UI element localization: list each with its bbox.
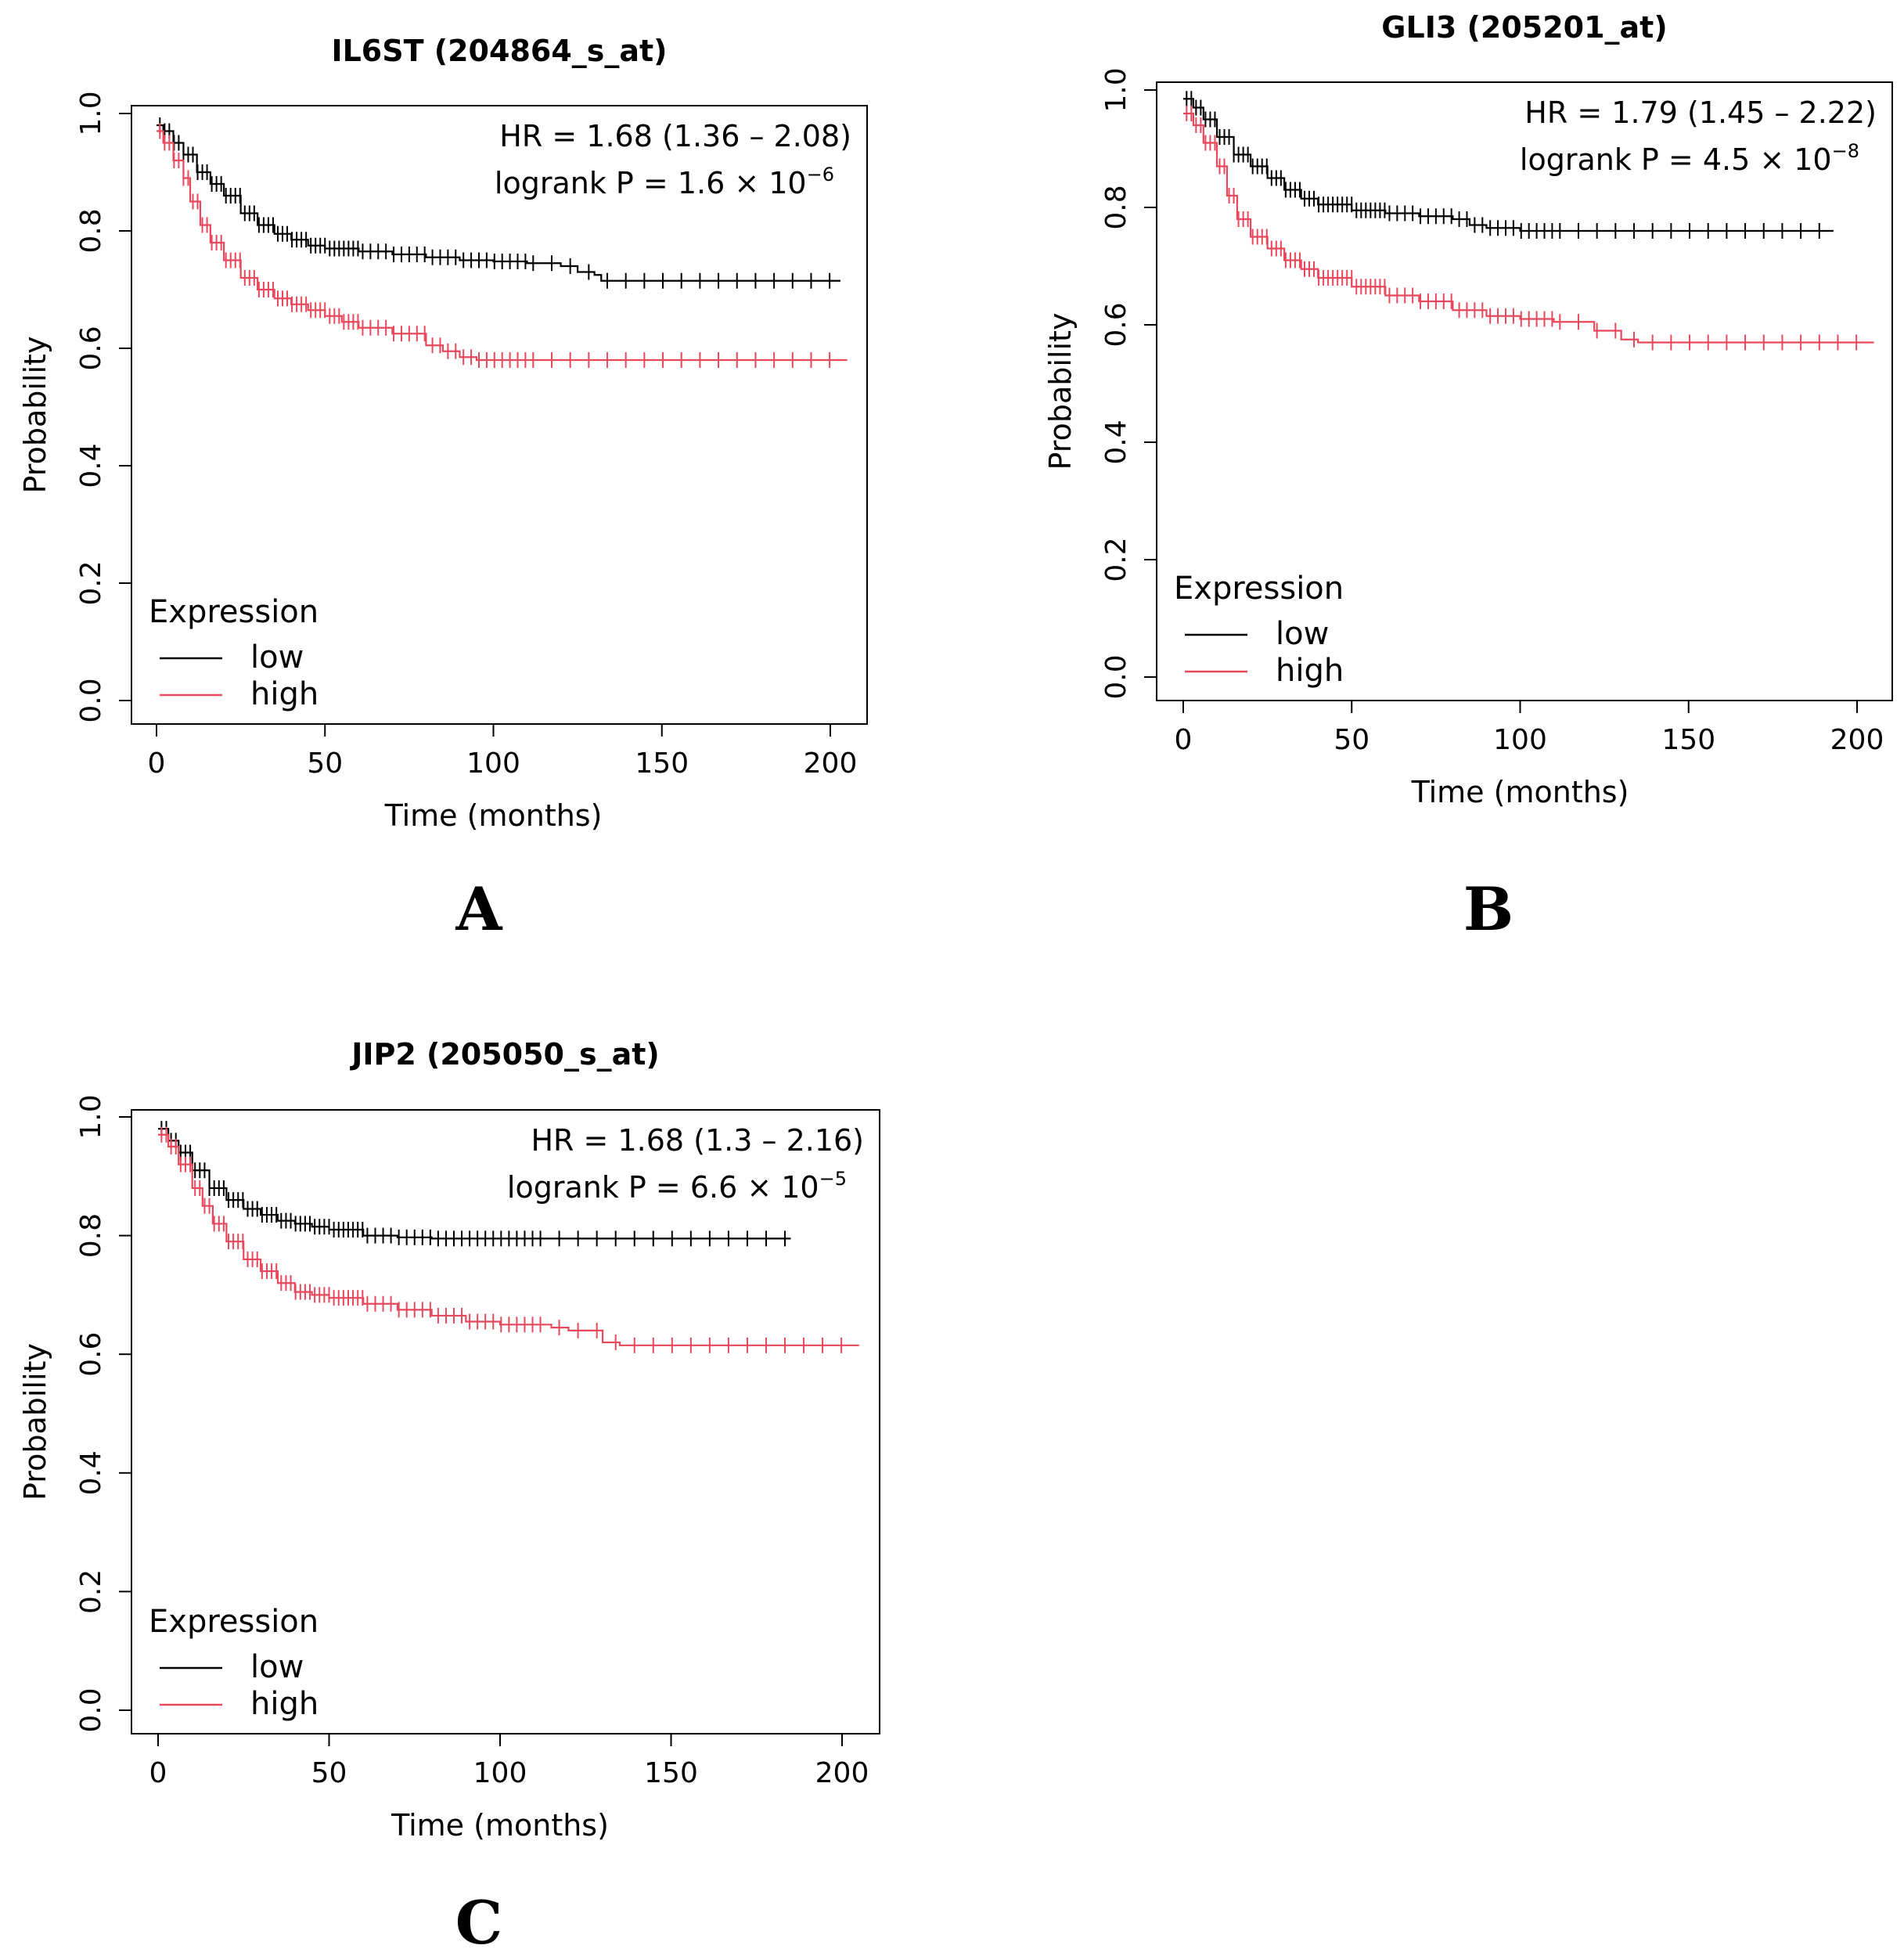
km-panel-2: GLI3 (205201_at) 0 50 100 150 200 0.0 0.2 0.4 0.6… (1043, 10, 1893, 809)
y-tick-label: 0.4 (75, 443, 107, 488)
km-panel-1: IL6ST (204864_s_at) 0 50 100 150 200 0.0 0.2 0.4… (18, 34, 868, 833)
legend-label-low: low (250, 639, 304, 675)
y-tick-label: 1.0 (75, 1094, 107, 1139)
y-tick-label: 0.0 (75, 678, 107, 722)
y-tick-label: 0.8 (1100, 185, 1132, 229)
y-axis-label: Probability (18, 337, 52, 494)
y-axis-label: Probability (18, 1343, 52, 1500)
y-tick-label: 0.2 (75, 1569, 107, 1614)
x-tick-label: 150 (644, 1757, 698, 1789)
survival-curve-low (158, 1128, 791, 1240)
legend-label-low: low (1276, 616, 1329, 652)
x-axis-label: Time (months) (1411, 775, 1629, 809)
x-tick-label: 200 (1830, 724, 1884, 756)
logrank-text: logrank P = 1.6 × 10 (495, 166, 807, 200)
censor-marks-high (159, 123, 831, 368)
x-tick-label: 100 (1493, 724, 1547, 756)
legend-title: Expression (1174, 571, 1344, 607)
logrank-annotation: logrank P = 6.6 × 10−5 (507, 1168, 847, 1205)
logrank-exponent: −5 (819, 1168, 847, 1190)
hazard-ratio-annotation: HR = 1.68 (1.36 – 2.08) (499, 119, 851, 153)
x-tick-label: 150 (1661, 724, 1715, 756)
legend-label-high: high (1276, 653, 1344, 689)
x-axis-label: Time (months) (384, 798, 603, 833)
y-tick-label: 0.6 (1100, 302, 1132, 347)
chart-title: JIP2 (205050_s_at) (349, 1037, 660, 1072)
y-tick-label: 0.8 (75, 208, 107, 253)
y-tick-label: 0.8 (75, 1213, 107, 1258)
y-tick-label: 0.6 (75, 1332, 107, 1377)
legend-label-low: low (250, 1649, 304, 1685)
logrank-text: logrank P = 6.6 × 10 (507, 1170, 819, 1205)
x-tick-label: 50 (307, 747, 343, 780)
legend-label-high: high (250, 1686, 319, 1722)
x-tick-label: 150 (635, 747, 689, 780)
hazard-ratio-annotation: HR = 1.68 (1.3 – 2.16) (531, 1123, 864, 1158)
logrank-annotation: logrank P = 4.5 × 10−8 (1520, 140, 1859, 177)
x-axis-label: Time (months) (391, 1808, 609, 1843)
y-tick-label: 0.4 (75, 1450, 107, 1495)
panel-letter-b: B (1463, 874, 1513, 944)
legend-title: Expression (149, 594, 319, 630)
logrank-exponent: −8 (1832, 140, 1859, 162)
y-tick-label: 0.2 (75, 560, 107, 605)
km-panel-3: JIP2 (205050_s_at) 0 50 100 150 200 0.0 0.2 0.4 0… (18, 1037, 880, 1843)
panel-letter-c: C (455, 1888, 503, 1956)
censor-marks-high (1186, 106, 1858, 351)
legend-title: Expression (149, 1604, 319, 1640)
logrank-exponent: −6 (807, 164, 834, 186)
logrank-text: logrank P = 4.5 × 10 (1520, 142, 1832, 177)
x-tick-label: 50 (1334, 724, 1370, 756)
y-tick-label: 0.4 (1100, 420, 1132, 464)
x-tick-label: 0 (148, 747, 166, 780)
x-tick-label: 0 (149, 1757, 167, 1789)
x-tick-label: 200 (815, 1757, 869, 1789)
censor-marks-high (160, 1126, 843, 1353)
chart-title: GLI3 (205201_at) (1381, 10, 1667, 45)
y-tick-label: 0.0 (75, 1688, 107, 1732)
x-tick-label: 0 (1175, 724, 1193, 756)
survival-curve-high (158, 1133, 859, 1346)
logrank-annotation: logrank P = 1.6 × 10−6 (495, 164, 834, 200)
y-tick-label: 1.0 (1100, 67, 1132, 112)
legend-label-high: high (250, 676, 319, 712)
x-tick-label: 100 (466, 747, 520, 780)
y-tick-label: 1.0 (75, 91, 107, 135)
y-tick-label: 0.0 (1100, 654, 1132, 699)
panel-letter-a: A (455, 874, 503, 944)
x-tick-label: 50 (311, 1757, 347, 1789)
y-tick-label: 0.6 (75, 326, 107, 370)
y-axis-label: Probability (1043, 313, 1078, 470)
hazard-ratio-annotation: HR = 1.79 (1.45 – 2.22) (1524, 95, 1877, 130)
censor-marks-low (1186, 91, 1820, 239)
x-tick-label: 200 (804, 747, 858, 780)
y-tick-label: 0.2 (1100, 537, 1132, 582)
chart-title: IL6ST (204864_s_at) (331, 34, 667, 68)
x-tick-label: 100 (473, 1757, 527, 1789)
censor-marks-low (159, 117, 831, 289)
